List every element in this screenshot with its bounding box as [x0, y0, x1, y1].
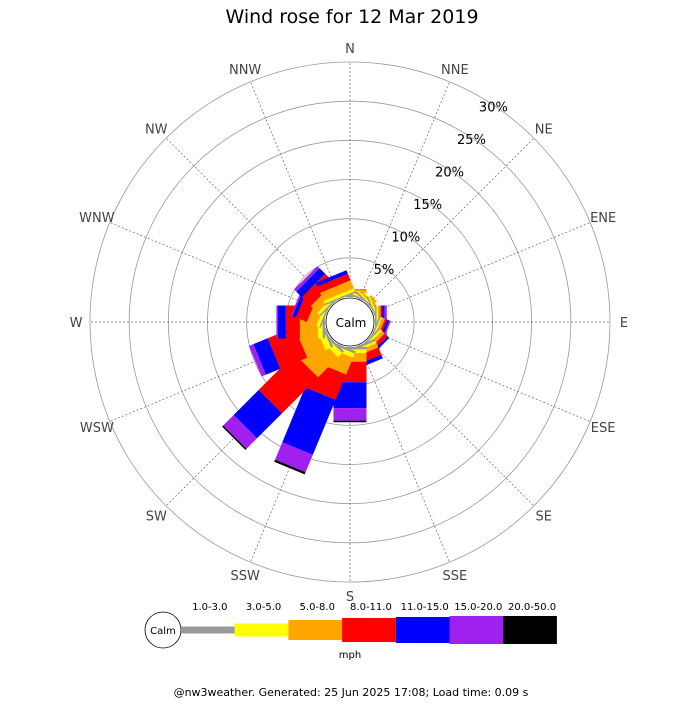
direction-label-nne: NNE [441, 63, 469, 78]
spoke-ese [372, 331, 591, 422]
bar-nnw-5.0-8.0 [320, 280, 354, 301]
direction-label-ese: ESE [591, 421, 616, 436]
legend-label-20.0-50.0: 20.0-50.0 [508, 602, 556, 613]
legend-label-15.0-20.0: 15.0-20.0 [454, 602, 502, 613]
direction-label-sse: SSE [442, 569, 467, 584]
bar-nnw-1.0-3.0 [324, 291, 356, 306]
radial-tick-30: 30% [479, 100, 508, 115]
calm-center: Calm [325, 297, 375, 347]
direction-label-ssw: SSW [230, 569, 260, 584]
radial-tick-labels: 5% 10% 15% 20% 25% 30% [374, 100, 508, 277]
bar-nw-11.0-15.0 [296, 268, 326, 298]
calm-circle [325, 297, 375, 347]
direction-label-nw: NW [145, 122, 168, 137]
grid-circle-25 [128, 100, 572, 544]
direction-labels: N NNE NE ENE E ESE SE SSE S SSW SW WSW W WNW NW NNW [70, 42, 629, 605]
grid-circle-30 [89, 61, 611, 583]
radial-tick-10: 10% [391, 230, 420, 245]
footer-text: @nw3weather. Generated: 25 Jun 2025 17:0… [174, 686, 529, 699]
bar-ssw-15.0-20.0 [275, 442, 313, 473]
bar-nnw-11.0-15.0 [315, 270, 348, 287]
speed-legend: Calm 1.0-3.0 3.0-5.0 5.0-8.0 8.0-11.0 11.0-15… [144, 602, 557, 661]
spoke-wnw [109, 222, 328, 313]
direction-label-se: SE [536, 510, 552, 525]
radial-tick-15: 15% [413, 198, 442, 213]
bar-s-20.0-50.0 [333, 420, 367, 423]
legend-calm-label: Calm [150, 626, 176, 637]
spoke-nne [359, 81, 450, 300]
bar-ssw-11.0-15.0 [282, 387, 336, 455]
direction-label-sw: SW [146, 510, 167, 525]
bar-ssw-20.0-50.0 [274, 459, 306, 475]
bar-wsw-11.0-15.0 [253, 338, 281, 375]
legend-swatch-11.0-15.0 [395, 617, 450, 643]
legend-units: mph [339, 650, 361, 661]
radial-tick-20: 20% [435, 165, 464, 180]
legend-label-5.0-8.0: 5.0-8.0 [300, 602, 335, 613]
grid-circle-10 [246, 218, 454, 426]
spoke-sse [359, 344, 450, 563]
legend-label-3.0-5.0: 3.0-5.0 [246, 602, 281, 613]
chart-title: Wind rose for 12 Mar 2019 [225, 6, 478, 28]
bar-nnw-8.0-11.0 [317, 273, 351, 293]
calm-label: Calm [336, 316, 367, 330]
bar-w-11.0-15.0 [278, 305, 286, 339]
spoke-wsw [109, 331, 328, 422]
legend-swatch-5.0-8.0 [288, 620, 343, 640]
bar-wsw-15.0-20.0 [248, 344, 266, 377]
bar-w-15.0-20.0 [276, 305, 278, 339]
bar-nnw-3.0-5.0 [323, 288, 356, 304]
legend-label-11.0-15.0: 11.0-15.0 [401, 602, 449, 613]
direction-label-nnw: NNW [229, 63, 261, 78]
polar-grid [89, 61, 611, 583]
direction-label-wsw: WSW [80, 421, 114, 436]
spoke-ne [367, 137, 535, 305]
bar-s-11.0-15.0 [333, 382, 367, 409]
legend-swatch-15.0-20.0 [449, 616, 504, 644]
wind-bars [222, 266, 391, 475]
spoke-nnw [250, 81, 341, 300]
radial-tick-5: 5% [374, 263, 395, 278]
legend-swatch-8.0-11.0 [342, 618, 396, 642]
legend-label-1.0-3.0: 1.0-3.0 [192, 602, 227, 613]
direction-label-ne: NE [535, 122, 553, 137]
spoke-se [367, 339, 535, 507]
spoke-nw [165, 137, 333, 305]
radial-tick-25: 25% [457, 133, 486, 148]
legend-label-8.0-11.0: 8.0-11.0 [350, 602, 392, 613]
bar-nw-15.0-20.0 [294, 266, 320, 292]
legend-swatch-20.0-50.0 [503, 616, 557, 644]
direction-label-n: N [345, 42, 355, 57]
bar-sw-15.0-20.0 [223, 415, 257, 449]
direction-label-wnw: WNW [79, 211, 115, 226]
spoke-ene [372, 222, 591, 313]
bar-sw-8.0-11.0 [258, 354, 318, 414]
bar-sw-11.0-15.0 [233, 390, 282, 439]
direction-label-ene: ENE [590, 211, 616, 226]
legend-swatch-1.0-3.0 [181, 626, 235, 634]
legend-swatch-3.0-5.0 [234, 623, 289, 637]
direction-label-w: W [70, 316, 83, 331]
direction-label-s: S [346, 590, 354, 605]
direction-label-e: E [620, 316, 628, 331]
bar-sw-20.0-50.0 [222, 425, 247, 450]
bar-s-15.0-20.0 [333, 408, 367, 421]
